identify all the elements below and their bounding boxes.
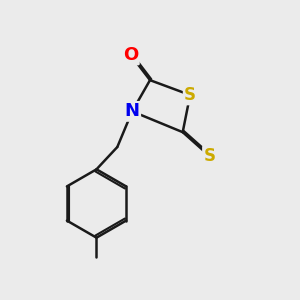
Text: S: S [203,147,215,165]
Text: O: O [123,46,138,64]
Text: S: S [184,86,196,104]
Text: N: N [125,102,140,120]
